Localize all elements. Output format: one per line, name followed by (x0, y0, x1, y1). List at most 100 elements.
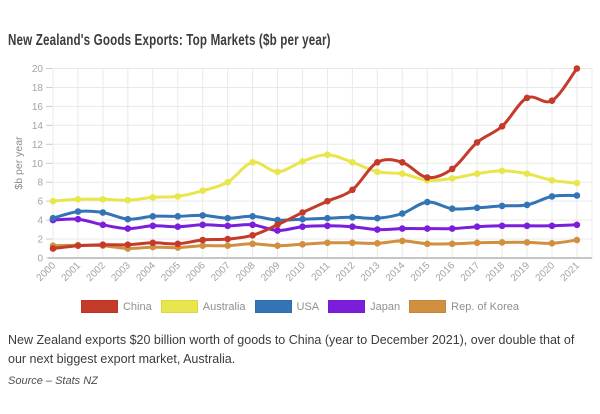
x-tick-label: 2019 (509, 260, 533, 284)
line-china (51, 67, 579, 251)
data-point-japan (299, 223, 306, 230)
y-tick-label: 6 (37, 197, 43, 208)
legend-label: Australia (202, 300, 246, 313)
data-point-australia (523, 170, 531, 177)
data-point-australia (49, 197, 57, 205)
caption: New Zealand exports $20 billion worth of… (8, 333, 575, 366)
data-point-japan (99, 221, 107, 229)
data-point-rep-of-korea (299, 241, 306, 248)
legend-swatch-china (80, 300, 118, 313)
legend-swatch-australia (160, 300, 198, 313)
data-point-usa (548, 193, 556, 200)
data-point-japan (274, 227, 281, 234)
x-tick-label: 2008 (234, 260, 258, 284)
data-point-australia (174, 193, 182, 200)
legend-swatch-usa (254, 300, 292, 313)
data-point-usa (224, 214, 231, 222)
data-point-japan (473, 223, 481, 230)
data-point-usa (498, 202, 506, 210)
x-tick-label: 2021 (559, 260, 583, 284)
data-point-rep-of-korea (424, 240, 431, 248)
legend-label: China (122, 300, 152, 313)
data-point-australia (99, 196, 107, 203)
data-point-japan (349, 223, 356, 230)
data-point-japan (573, 221, 581, 229)
data-point-rep-of-korea (224, 242, 231, 249)
legend-label: Japan (370, 300, 401, 313)
data-point-china (174, 240, 182, 248)
legend-item-china[interactable]: China (80, 300, 152, 313)
data-point-china (573, 65, 581, 72)
legend-item-rep-of-korea[interactable]: Rep. of Korea (409, 300, 519, 313)
data-point-australia (274, 168, 281, 176)
data-point-australia (374, 168, 381, 176)
data-point-australia (548, 177, 556, 184)
data-point-australia (573, 179, 581, 187)
data-point-australia (399, 170, 406, 177)
x-tick-label: 2002 (85, 260, 109, 284)
x-tick-label: 2004 (134, 260, 158, 284)
data-point-china (374, 159, 381, 166)
data-point-japan (374, 226, 381, 233)
x-tick-label: 2007 (209, 260, 233, 284)
y-tick-label: 8 (37, 178, 43, 189)
chart-legend: China Australia USA Japan Rep. of Korea (0, 300, 600, 313)
data-point-usa (274, 216, 281, 224)
data-point-usa (149, 213, 157, 220)
data-point-rep-of-korea (448, 240, 456, 248)
data-point-china (349, 186, 356, 194)
data-point-japan (399, 225, 406, 232)
data-point-australia (224, 178, 231, 186)
data-point-rep-of-korea (473, 239, 481, 247)
data-point-usa (448, 205, 456, 212)
data-point-australia (349, 159, 356, 166)
data-point-china (299, 209, 306, 216)
y-tick-label: 20 (32, 64, 44, 75)
legend-item-japan[interactable]: Japan (328, 300, 400, 313)
data-point-china (324, 197, 331, 205)
x-tick-label: 2017 (459, 260, 483, 284)
data-point-usa (74, 208, 82, 215)
legend-swatch-rep-of-korea (409, 300, 447, 313)
data-point-australia (473, 170, 481, 177)
data-point-rep-of-korea (249, 240, 256, 248)
data-point-japan (199, 221, 206, 229)
y-tick-label: 10 (32, 159, 44, 170)
y-tick-label: 12 (32, 140, 44, 151)
legend-item-usa[interactable]: USA (254, 300, 320, 313)
data-point-rep-of-korea (349, 239, 356, 247)
data-point-usa (299, 215, 306, 223)
y-tick-label: 4 (37, 216, 43, 227)
data-point-rep-of-korea (324, 239, 331, 247)
data-point-japan (249, 221, 256, 229)
data-point-rep-of-korea (573, 236, 581, 244)
x-tick-label: 2018 (484, 260, 508, 284)
data-point-usa (424, 198, 431, 206)
data-point-china (548, 97, 556, 104)
data-point-usa (49, 214, 57, 222)
data-point-japan (523, 222, 531, 230)
data-point-japan (424, 225, 431, 232)
data-point-china (424, 174, 431, 181)
data-point-usa (374, 214, 381, 222)
line-japan (51, 217, 579, 233)
data-point-rep-of-korea (399, 237, 406, 245)
legend-swatch-japan (328, 300, 366, 313)
data-point-australia (448, 175, 456, 182)
data-point-china (498, 123, 506, 130)
legend-item-australia[interactable]: Australia (160, 300, 246, 313)
legend-label: USA (296, 300, 320, 313)
data-point-australia (249, 159, 256, 166)
data-point-china (224, 235, 231, 243)
data-point-usa (349, 214, 356, 221)
data-point-japan (174, 223, 182, 230)
y-tick-label: 18 (32, 83, 44, 94)
data-point-usa (174, 213, 182, 220)
data-point-australia (74, 196, 82, 203)
data-point-japan (149, 222, 157, 230)
line-usa (51, 193, 579, 222)
data-point-japan (124, 225, 132, 232)
data-point-china (49, 245, 57, 252)
